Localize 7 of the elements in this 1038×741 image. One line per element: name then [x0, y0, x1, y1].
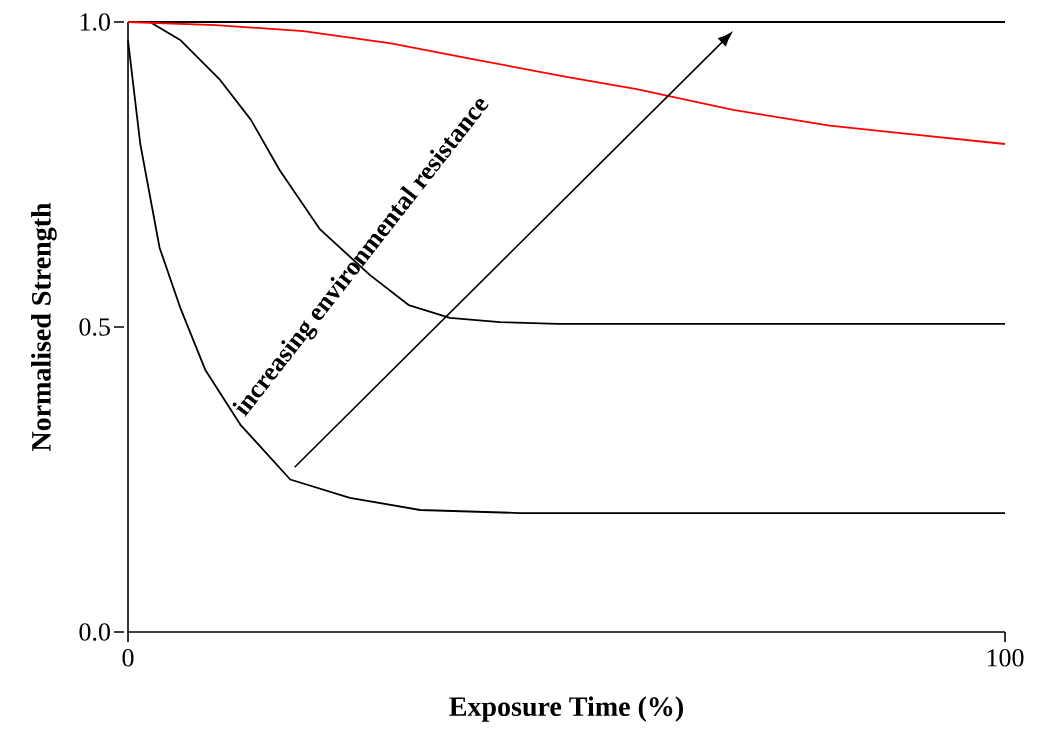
y-axis-title: Normalised Strength — [31, 202, 57, 452]
y-tick-label: 1.0 — [80, 13, 110, 31]
y-tick-label: 0.0 — [79, 623, 110, 641]
x-tick-label: 100 — [987, 649, 1024, 667]
x-axis-title: Exposure Time (%) — [449, 696, 683, 722]
x-tick-label: 0 — [122, 649, 134, 667]
y-tick-label: 0.5 — [79, 318, 110, 336]
